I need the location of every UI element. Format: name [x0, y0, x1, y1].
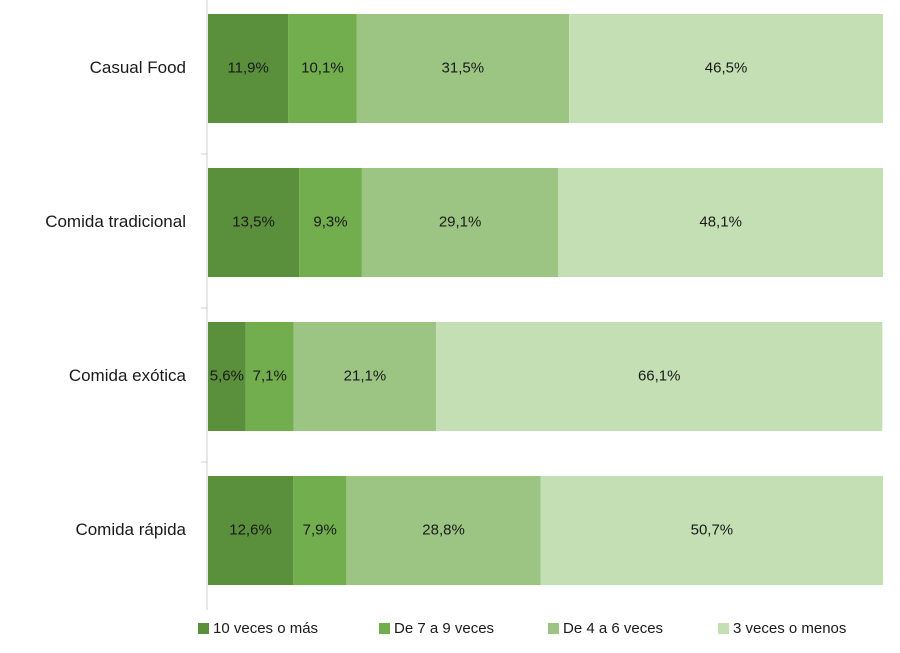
- data-label: 5,6%: [210, 367, 244, 384]
- data-label: 11,9%: [227, 59, 268, 76]
- data-label: 10,1%: [301, 59, 344, 76]
- legend-swatch: [548, 623, 559, 634]
- value-labels: 11,9% 10,1% 31,5% 46,5% 13,5% 9,3% 29,1% 48,1% 5…: [210, 59, 748, 538]
- data-label: 28,8%: [422, 521, 465, 538]
- data-label: 50,7%: [691, 521, 734, 538]
- category-label: Comida rápida: [75, 520, 186, 539]
- data-label: 13,5%: [232, 213, 275, 230]
- bar-segment: [208, 476, 294, 585]
- category-axis-ticks: [201, 153, 207, 463]
- legend-swatch: [198, 623, 209, 634]
- bar-segment: [208, 322, 246, 431]
- data-label: 7,1%: [253, 367, 287, 384]
- bar-segment: [569, 14, 883, 123]
- bar-segment: [558, 168, 883, 277]
- bars: [208, 14, 883, 585]
- category-label: Comida tradicional: [45, 212, 186, 231]
- bar-segment: [208, 14, 289, 123]
- data-label: 66,1%: [638, 367, 681, 384]
- legend: 10 veces o más De 7 a 9 veces De 4 a 6 vec…: [198, 620, 846, 637]
- bar-segment: [540, 476, 883, 585]
- legend-label: 3 veces o menos: [733, 620, 846, 637]
- data-label: 12,6%: [229, 521, 272, 538]
- bar-segment: [346, 476, 541, 585]
- bar-segment: [208, 168, 300, 277]
- legend-swatch: [379, 623, 390, 634]
- data-label: 48,1%: [699, 213, 742, 230]
- bar-segment: [436, 322, 883, 431]
- category-label: Casual Food: [90, 58, 186, 77]
- data-label: 9,3%: [313, 213, 347, 230]
- data-label: 21,1%: [344, 367, 387, 384]
- category-label: Comida exótica: [69, 366, 187, 385]
- bar-segment: [293, 322, 437, 431]
- bar-segment: [299, 168, 362, 277]
- data-label: 46,5%: [705, 59, 748, 76]
- bar-segment: [245, 322, 294, 431]
- legend-label: 10 veces o más: [213, 620, 318, 637]
- category-labels: Casual Food Comida tradicional Comida exót…: [45, 58, 186, 539]
- bar-segment: [356, 14, 570, 123]
- bar-segment: [293, 476, 347, 585]
- data-label: 31,5%: [442, 59, 485, 76]
- legend-label: De 7 a 9 veces: [394, 620, 494, 637]
- bar-segment: [288, 14, 357, 123]
- legend-swatch: [718, 623, 729, 634]
- data-label: 29,1%: [439, 213, 482, 230]
- data-label: 7,9%: [303, 521, 337, 538]
- bar-segment: [361, 168, 559, 277]
- legend-label: De 4 a 6 veces: [563, 620, 663, 637]
